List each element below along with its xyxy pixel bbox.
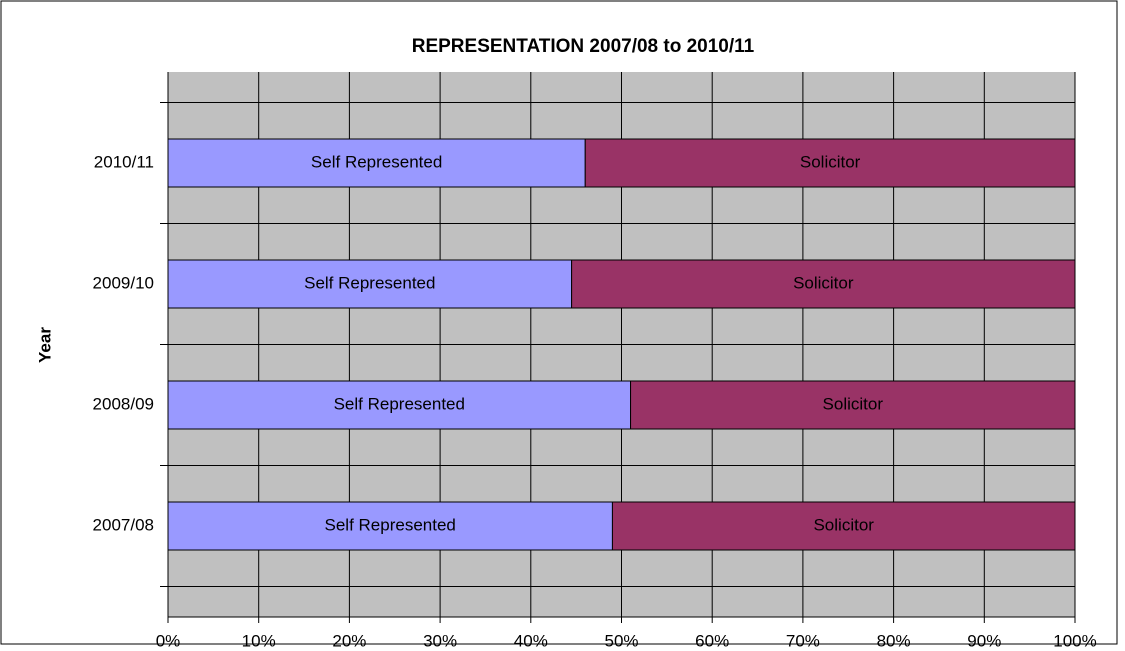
bar-segment bbox=[167, 501, 613, 551]
data-label: Self Represented bbox=[304, 273, 435, 292]
data-label: Solicitor bbox=[793, 273, 854, 292]
data-label: Self Represented bbox=[325, 515, 456, 534]
y-axis-label: Year bbox=[35, 327, 54, 363]
data-label: Self Represented bbox=[311, 152, 442, 171]
y-tick-label: 2008/09 bbox=[93, 394, 154, 413]
bar-segment bbox=[630, 380, 1076, 430]
x-tick-label: 70% bbox=[786, 631, 820, 650]
data-label: Solicitor bbox=[823, 394, 884, 413]
chart-title: REPRESENTATION 2007/08 to 2010/11 bbox=[412, 36, 755, 57]
x-tick-label: 90% bbox=[967, 631, 1001, 650]
x-tick-label: 20% bbox=[332, 631, 366, 650]
x-tick-label: 100% bbox=[1053, 631, 1096, 650]
bar-segment bbox=[584, 138, 1076, 188]
x-tick-label: 0% bbox=[156, 631, 181, 650]
x-tick-label: 40% bbox=[514, 631, 548, 650]
data-label: Solicitor bbox=[813, 515, 874, 534]
data-label: Solicitor bbox=[800, 152, 861, 171]
bar-segment bbox=[167, 138, 586, 188]
bar-segment bbox=[167, 380, 632, 430]
bar-segment bbox=[167, 259, 573, 309]
data-label: Self Represented bbox=[334, 394, 465, 413]
bar-segment bbox=[611, 501, 1076, 551]
x-tick-label: 30% bbox=[423, 631, 457, 650]
x-tick-label: 60% bbox=[695, 631, 729, 650]
x-tick-label: 80% bbox=[877, 631, 911, 650]
x-tick-label: 10% bbox=[242, 631, 276, 650]
y-tick-label: 2009/10 bbox=[93, 273, 154, 292]
bar-segment bbox=[571, 259, 1076, 309]
y-tick-label: 2010/11 bbox=[94, 152, 154, 171]
x-tick-label: 50% bbox=[604, 631, 638, 650]
y-tick-label: 2007/08 bbox=[93, 515, 154, 534]
